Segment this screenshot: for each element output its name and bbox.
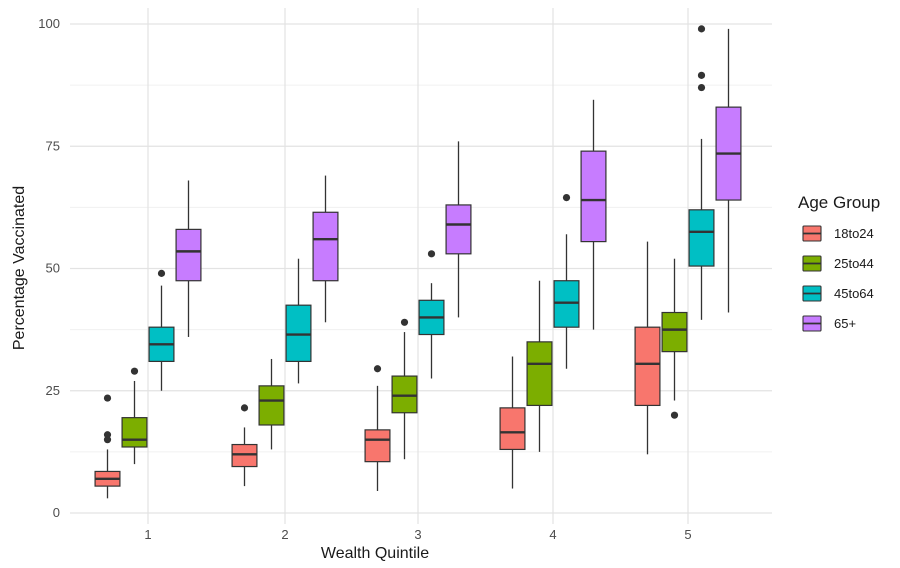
box-iqr bbox=[499, 407, 526, 451]
box-25to44-quintile-5 bbox=[661, 258, 688, 419]
box-iqr bbox=[445, 204, 472, 255]
box-25to44-quintile-1 bbox=[121, 367, 148, 465]
box-45to64-quintile-5 bbox=[688, 138, 715, 320]
legend-title: Age Group bbox=[798, 193, 880, 212]
outlier-point bbox=[670, 411, 679, 419]
outlier-point bbox=[697, 25, 706, 33]
legend-label: 18to24 bbox=[834, 226, 874, 241]
legend-item-18to24: 18to24 bbox=[802, 225, 874, 242]
outlier-point bbox=[130, 367, 139, 375]
legend: Age Group 18to24 25to44 45to64 65+ bbox=[798, 193, 880, 332]
legend-label: 45to64 bbox=[834, 286, 874, 301]
box-iqr bbox=[634, 326, 661, 407]
box-iqr bbox=[391, 375, 418, 414]
box-45to64-quintile-1 bbox=[148, 269, 175, 391]
legend-items: 18to24 25to44 45to64 65+ bbox=[802, 225, 874, 332]
legend-item-65+: 65+ bbox=[802, 315, 856, 332]
y-tick-label: 25 bbox=[46, 383, 60, 398]
box-65+-quintile-5 bbox=[715, 28, 742, 313]
box-iqr bbox=[688, 209, 715, 267]
box-18to24-quintile-1 bbox=[94, 394, 121, 499]
outlier-point bbox=[157, 269, 166, 277]
x-tick-label: 5 bbox=[684, 527, 691, 542]
y-tick-label: 75 bbox=[46, 138, 60, 153]
box-65+-quintile-4 bbox=[580, 99, 607, 330]
outlier-point bbox=[240, 404, 249, 412]
outlier-point bbox=[562, 193, 571, 202]
box-45to64-quintile-2 bbox=[285, 258, 312, 384]
legend-item-45to64: 45to64 bbox=[802, 285, 874, 302]
box-65+-quintile-1 bbox=[175, 180, 202, 337]
box-groups bbox=[94, 25, 742, 499]
box-iqr bbox=[175, 228, 202, 282]
box-65+-quintile-2 bbox=[312, 175, 339, 323]
box-iqr bbox=[285, 304, 312, 363]
x-tick-label: 2 bbox=[281, 527, 288, 542]
box-iqr bbox=[580, 150, 607, 243]
box-iqr bbox=[526, 341, 553, 407]
box-iqr bbox=[661, 311, 688, 353]
outlier-point bbox=[697, 83, 706, 92]
box-25to44-quintile-2 bbox=[258, 358, 285, 450]
outlier-point bbox=[103, 431, 112, 439]
y-tick-label: 100 bbox=[38, 16, 60, 31]
box-65+-quintile-3 bbox=[445, 141, 472, 318]
outlier-point bbox=[400, 318, 409, 326]
box-18to24-quintile-4 bbox=[499, 356, 526, 489]
box-25to44-quintile-4 bbox=[526, 280, 553, 452]
box-iqr bbox=[258, 385, 285, 426]
box-iqr bbox=[231, 443, 258, 468]
outlier-point bbox=[697, 71, 706, 79]
box-iqr bbox=[121, 417, 148, 448]
box-iqr bbox=[553, 280, 580, 328]
x-axis-ticks: 1 2 3 4 5 bbox=[144, 527, 691, 542]
box-45to64-quintile-3 bbox=[418, 250, 445, 379]
box-18to24-quintile-5 bbox=[634, 241, 661, 455]
legend-label: 25to44 bbox=[834, 256, 874, 271]
outlier-point bbox=[427, 250, 436, 258]
y-axis-ticks: 0 25 50 75 100 bbox=[38, 16, 60, 520]
box-iqr bbox=[364, 429, 391, 463]
x-tick-label: 1 bbox=[144, 527, 151, 542]
y-tick-label: 50 bbox=[46, 261, 60, 276]
legend-item-25to44: 25to44 bbox=[802, 255, 874, 272]
x-tick-label: 4 bbox=[549, 527, 556, 542]
box-45to64-quintile-4 bbox=[553, 193, 580, 369]
y-tick-label: 0 bbox=[53, 505, 60, 520]
box-18to24-quintile-2 bbox=[231, 404, 258, 487]
outlier-point bbox=[373, 365, 382, 373]
box-iqr bbox=[312, 211, 339, 282]
x-tick-label: 3 bbox=[414, 527, 421, 542]
grid-lines bbox=[70, 8, 772, 524]
x-axis-title: Wealth Quintile bbox=[321, 545, 429, 562]
y-axis-title: Percentage Vaccinated bbox=[11, 186, 28, 350]
box-18to24-quintile-3 bbox=[364, 365, 391, 491]
legend-label: 65+ bbox=[834, 316, 856, 331]
outlier-point bbox=[103, 394, 112, 402]
box-25to44-quintile-3 bbox=[391, 318, 418, 460]
